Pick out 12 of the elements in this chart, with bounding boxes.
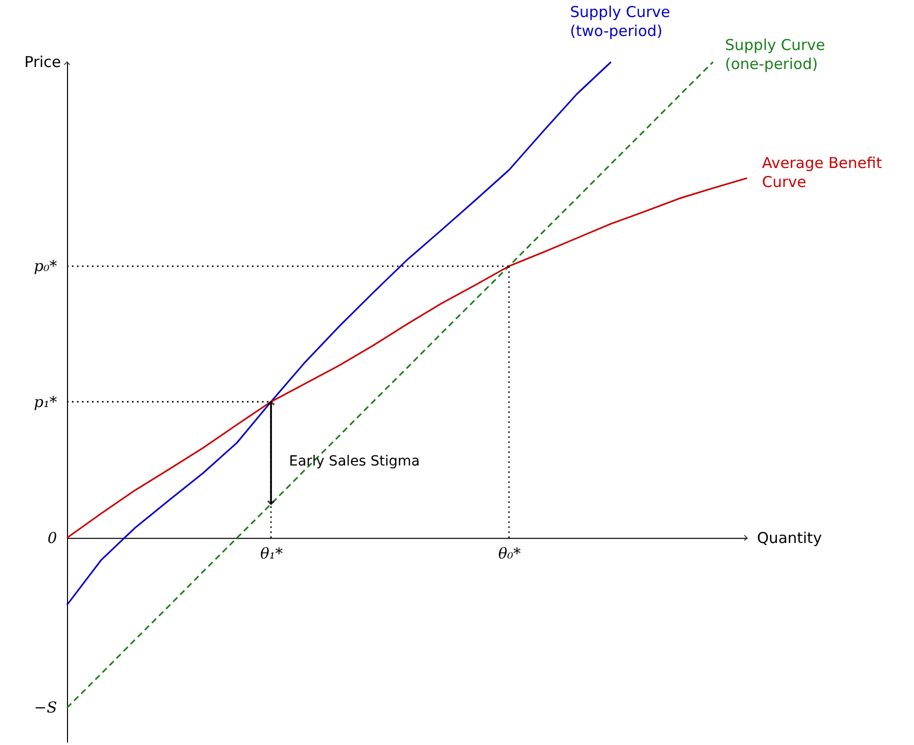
ref-line-label: p₀* — [34, 257, 58, 276]
series-label: Supply Curve (one-period) — [725, 36, 826, 73]
ref-line-label: p₁* — [34, 392, 58, 411]
x-tick-label: θ₁* — [260, 544, 284, 562]
text: 0 — [47, 528, 58, 547]
text: Supply Curve (two-period) — [570, 3, 670, 40]
annotation: Early Sales Stigma — [289, 454, 420, 470]
series-label: Average Benefit Curve — [762, 154, 882, 192]
y-axis-title: Price — [24, 53, 61, 71]
text: −S — [34, 698, 57, 717]
x-axis-title: Quantity — [757, 528, 822, 547]
x-tick-label: θ₀* — [498, 544, 522, 562]
